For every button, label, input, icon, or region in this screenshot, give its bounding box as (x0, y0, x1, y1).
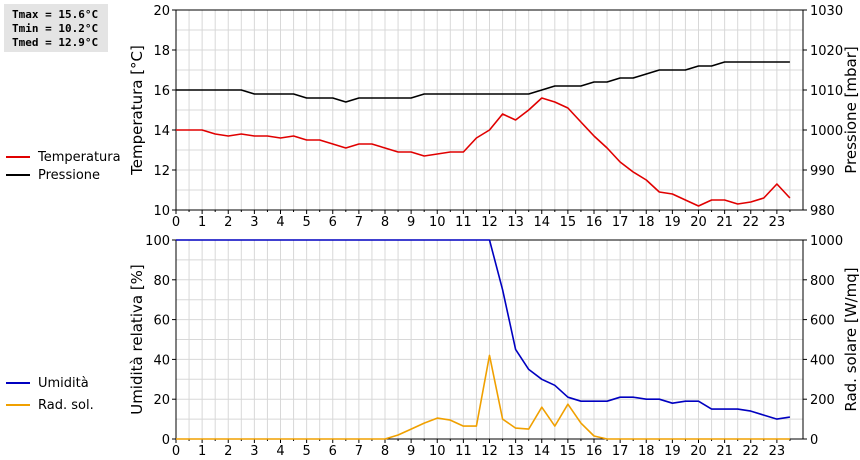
x-tick-label: 17 (612, 215, 629, 230)
x-tick-label: 10 (429, 215, 446, 230)
x-tick-label: 4 (276, 444, 284, 459)
legend-label: Temperatura (37, 150, 121, 165)
legend-label: Rad. sol. (38, 398, 94, 413)
y-tick-label: 0 (162, 433, 170, 448)
tmin-text: Tmin = 10.2°C (12, 22, 99, 35)
x-tick-label: 11 (455, 444, 472, 459)
x-tick-label: 23 (769, 444, 786, 459)
y2-tick-label: 600 (810, 314, 835, 329)
x-tick-label: 8 (381, 444, 389, 459)
x-tick-label: 9 (407, 444, 415, 459)
x-tick-label: 22 (742, 215, 759, 230)
y2-tick-label: 400 (810, 353, 835, 368)
x-tick-label: 2 (224, 444, 232, 459)
x-tick-label: 2 (224, 215, 232, 230)
y-tick-label: 60 (153, 314, 170, 329)
x-tick-label: 5 (302, 444, 310, 459)
y-tick-label: 12 (153, 164, 170, 179)
y-tick-label: 16 (153, 84, 170, 99)
x-tick-label: 12 (481, 444, 498, 459)
y-axis-label: Umidità relativa [%] (128, 264, 146, 415)
tmax-text: Tmax = 15.6°C (12, 8, 99, 21)
x-tick-label: 17 (612, 444, 629, 459)
y2-tick-label: 980 (810, 204, 835, 219)
x-tick-label: 1 (198, 444, 206, 459)
x-tick-label: 7 (355, 444, 363, 459)
x-tick-label: 14 (533, 215, 550, 230)
y-tick-label: 20 (153, 4, 170, 19)
humidity-radiation-chart: 0 1 2 3 4 5 6 7 8 9 10 11 12 13 14 15 16 17 18 19 20 21 22 2302… (6, 234, 860, 459)
x-tick-label: 3 (250, 215, 258, 230)
x-tick-label: 19 (664, 444, 681, 459)
series-line-1 (176, 239, 791, 420)
x-tick-label: 6 (329, 444, 337, 459)
y2-tick-label: 800 (810, 274, 835, 289)
y2-tick-label: 0 (810, 433, 818, 448)
x-tick-label: 16 (586, 444, 603, 459)
stats-box: Tmax = 15.6°C Tmin = 10.2°C Tmed = 12.9°… (4, 4, 108, 52)
y-tick-label: 14 (153, 124, 170, 139)
x-tick-label: 6 (329, 215, 337, 230)
series-line-2 (176, 61, 790, 103)
x-tick-label: 7 (355, 215, 363, 230)
legend-label: Umidità (38, 376, 89, 391)
x-tick-label: 21 (716, 215, 733, 230)
tmed-text: Tmed = 12.9°C (12, 36, 99, 49)
x-tick-label: 5 (302, 215, 310, 230)
x-tick-label: 1 (198, 215, 206, 230)
x-tick-label: 23 (769, 215, 786, 230)
y-tick-label: 80 (153, 274, 170, 289)
x-tick-label: 18 (638, 444, 655, 459)
y-tick-label: 18 (153, 44, 170, 59)
x-tick-label: 4 (276, 215, 284, 230)
x-tick-label: 11 (455, 215, 472, 230)
x-tick-label: 20 (690, 215, 707, 230)
x-tick-label: 15 (560, 215, 577, 230)
y2-tick-label: 1010 (810, 84, 843, 99)
x-tick-label: 19 (664, 215, 681, 230)
x-tick-label: 8 (381, 215, 389, 230)
x-tick-label: 20 (690, 444, 707, 459)
y2-axis-label: Rad. solare [W/mq] (842, 267, 860, 411)
y2-tick-label: 1000 (810, 124, 843, 139)
x-tick-label: 22 (742, 444, 759, 459)
y2-tick-label: 200 (810, 393, 835, 408)
x-tick-label: 12 (481, 215, 498, 230)
x-tick-label: 15 (560, 444, 577, 459)
x-tick-label: 3 (250, 444, 258, 459)
x-tick-label: 10 (429, 444, 446, 459)
y-tick-label: 10 (153, 204, 170, 219)
x-tick-label: 16 (586, 215, 603, 230)
x-tick-label: 14 (533, 444, 550, 459)
y-tick-label: 20 (153, 393, 170, 408)
y2-axis-label: Pressione [mbar] (842, 46, 860, 174)
y-axis-label: Temperatura [°C] (128, 45, 146, 176)
series-line-2 (176, 354, 790, 440)
x-tick-label: 0 (172, 215, 180, 230)
y2-tick-label: 990 (810, 164, 835, 179)
x-tick-label: 13 (507, 444, 524, 459)
series-line-1 (176, 97, 791, 207)
x-tick-label: 21 (716, 444, 733, 459)
x-tick-label: 9 (407, 215, 415, 230)
x-tick-label: 13 (507, 215, 524, 230)
legend-label: Pressione (38, 168, 100, 183)
y2-tick-label: 1030 (810, 4, 843, 19)
y-tick-label: 100 (145, 234, 170, 249)
y-tick-label: 40 (153, 353, 170, 368)
x-tick-label: 0 (172, 444, 180, 459)
y2-tick-label: 1000 (810, 234, 843, 249)
x-tick-label: 18 (638, 215, 655, 230)
y2-tick-label: 1020 (810, 44, 843, 59)
temperature-pressure-chart: 0 1 2 3 4 5 6 7 8 9 10 11 12 13 14 15 16 17 18 19 20 21 22 2310… (6, 4, 860, 230)
